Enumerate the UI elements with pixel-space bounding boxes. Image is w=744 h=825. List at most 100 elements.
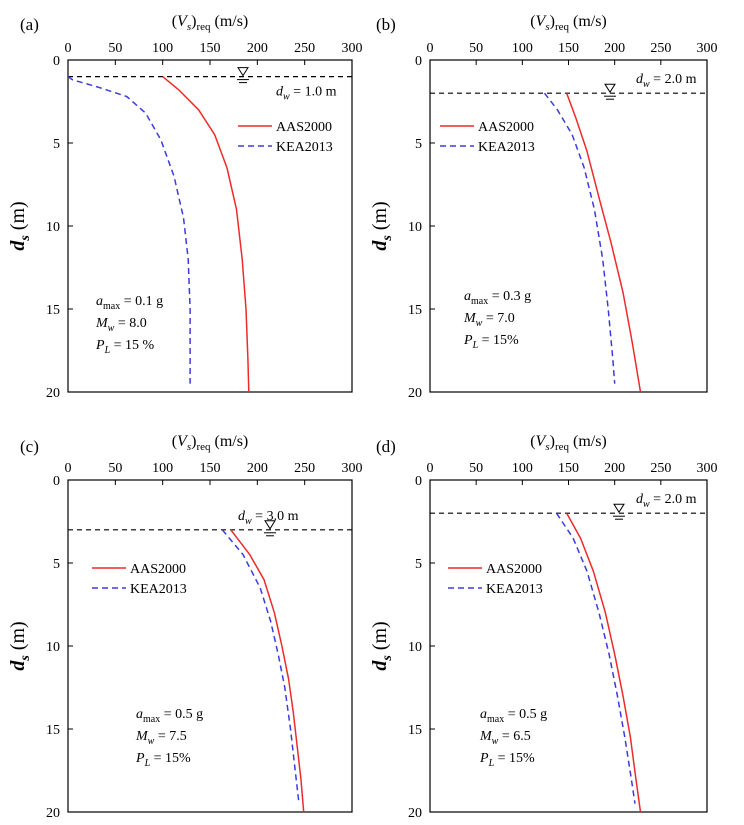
y-tick-label: 0 [415, 54, 422, 69]
x-tick-label: 100 [512, 41, 533, 56]
y-tick-label: 15 [408, 723, 422, 738]
parameter-annotation: amax = 0.5 g Mw = 7.5 PL = 15% [135, 707, 203, 769]
x-tick-label: 250 [294, 41, 315, 56]
x-tick-label: 50 [469, 461, 483, 476]
water-triangle [264, 520, 276, 530]
x-axis-title: (Vs)req (m/s) [530, 433, 607, 453]
water-table-label: dw = 2.0 m [636, 492, 697, 510]
parameter-line: amax = 0.3 g [464, 289, 531, 307]
plot-frame [67, 479, 353, 813]
legend-label: KEA2013 [486, 582, 543, 597]
x-tick-label: 0 [65, 461, 72, 476]
panel-label: (a) [20, 15, 39, 34]
y-tick-label: 5 [53, 137, 60, 152]
x-tick-label: 50 [108, 461, 122, 476]
parameter-line: Mw = 8.0 [95, 316, 147, 334]
water-table-symbol [264, 520, 276, 537]
x-tick-label: 150 [558, 461, 579, 476]
parameter-line: Mw = 7.0 [463, 311, 515, 329]
y-tick-label: 15 [46, 723, 60, 738]
water-table-label: dw = 3.0 m [238, 509, 299, 527]
series-line-aas2000 [162, 76, 250, 393]
water-table-symbol [604, 83, 616, 100]
x-axis-title: (Vs)req (m/s) [172, 13, 249, 33]
water-table-symbol [237, 67, 249, 84]
y-tick-label: 0 [415, 474, 422, 489]
x-tick-label: 200 [247, 461, 268, 476]
x-tick-label: 100 [512, 461, 533, 476]
parameter-line: PL = 15% [463, 333, 519, 351]
series-line-aas2000 [566, 512, 642, 813]
water-triangle [613, 503, 625, 514]
x-tick-label: 150 [200, 41, 221, 56]
series-line-kea2013 [555, 512, 636, 804]
x-tick-label: 300 [697, 461, 718, 476]
legend-label: KEA2013 [478, 140, 535, 155]
y-tick-label: 5 [415, 557, 422, 572]
x-tick-label: 200 [604, 41, 625, 56]
legend: AAS2000 KEA2013 [440, 120, 535, 155]
x-tick-label: 250 [650, 41, 671, 56]
x-axis-title: (Vs)req (m/s) [530, 13, 607, 33]
y-tick-label: 5 [415, 137, 422, 152]
y-tick-label: 0 [53, 474, 60, 489]
panel-label: (c) [20, 437, 39, 456]
parameter-line: amax = 0.1 g [96, 294, 163, 312]
legend-label: AAS2000 [486, 562, 542, 577]
x-tick-label: 150 [200, 461, 221, 476]
panel-d: (d) 0 50 100 150 200 250 300 0 5 10 15 20 (Vs)req (m/… [369, 433, 718, 821]
parameter-line: Mw = 7.5 [135, 729, 187, 747]
x-tick-label: 200 [247, 41, 268, 56]
legend: AAS2000 KEA2013 [238, 120, 333, 155]
panel-b: (b) 0 50 100 150 200 250 300 0 5 10 15 20 (Vs)req (m/… [369, 13, 718, 401]
legend-label: AAS2000 [478, 120, 534, 135]
parameter-line: Mw = 6.5 [479, 729, 531, 747]
y-tick-label: 10 [408, 640, 422, 655]
y-axis-title: ds (m) [7, 621, 33, 670]
parameter-line: PL = 15% [479, 751, 535, 769]
y-tick-label: 10 [408, 220, 422, 235]
x-tick-label: 0 [65, 41, 72, 56]
series-line-kea2013 [67, 75, 191, 384]
x-tick-label: 0 [427, 41, 434, 56]
parameter-line: amax = 0.5 g [136, 707, 203, 725]
water-table-symbol [613, 503, 625, 520]
y-tick-label: 0 [53, 54, 60, 69]
legend-label: KEA2013 [130, 582, 187, 597]
panel-label: (d) [376, 437, 396, 456]
legend: AAS2000 KEA2013 [448, 562, 543, 597]
legend: AAS2000 KEA2013 [92, 562, 187, 597]
panel-a: (a) 0 50 100 150 200 250 300 0 5 10 15 20 (Vs)req (m/… [7, 13, 363, 401]
parameter-annotation: amax = 0.3 g Mw = 7.0 PL = 15% [463, 289, 531, 351]
legend-label: AAS2000 [276, 120, 332, 135]
panel-c: (c) 0 50 100 150 200 250 300 0 5 10 15 20 (Vs)req (m/… [7, 433, 363, 821]
y-tick-label: 20 [408, 386, 422, 401]
legend-label: KEA2013 [276, 140, 333, 155]
series-line-aas2000 [565, 92, 642, 393]
x-tick-label: 300 [697, 41, 718, 56]
parameter-line: PL = 15 % [95, 338, 155, 356]
parameter-line: amax = 0.5 g [480, 707, 547, 725]
series-line-kea2013 [543, 92, 616, 384]
y-axis-title: ds (m) [7, 201, 33, 250]
y-tick-label: 20 [46, 806, 60, 821]
x-tick-label: 100 [152, 461, 173, 476]
y-tick-label: 5 [53, 557, 60, 572]
water-table-label: dw = 2.0 m [636, 72, 697, 90]
legend-label: AAS2000 [130, 562, 186, 577]
y-tick-label: 15 [46, 303, 60, 318]
series-line-aas2000 [230, 529, 305, 813]
x-tick-label: 250 [650, 461, 671, 476]
water-triangle [604, 83, 616, 94]
y-axis-title: ds (m) [369, 621, 395, 670]
x-tick-label: 0 [427, 461, 434, 476]
parameter-annotation: amax = 0.5 g Mw = 6.5 PL = 15% [479, 707, 547, 769]
parameter-annotation: amax = 0.1 g Mw = 8.0 PL = 15 % [95, 294, 163, 356]
x-axis-title: (Vs)req (m/s) [172, 433, 249, 453]
y-tick-label: 10 [46, 220, 60, 235]
y-tick-label: 20 [408, 806, 422, 821]
x-tick-label: 100 [152, 41, 173, 56]
plot-frame [429, 479, 708, 813]
y-axis-title: ds (m) [369, 201, 395, 250]
